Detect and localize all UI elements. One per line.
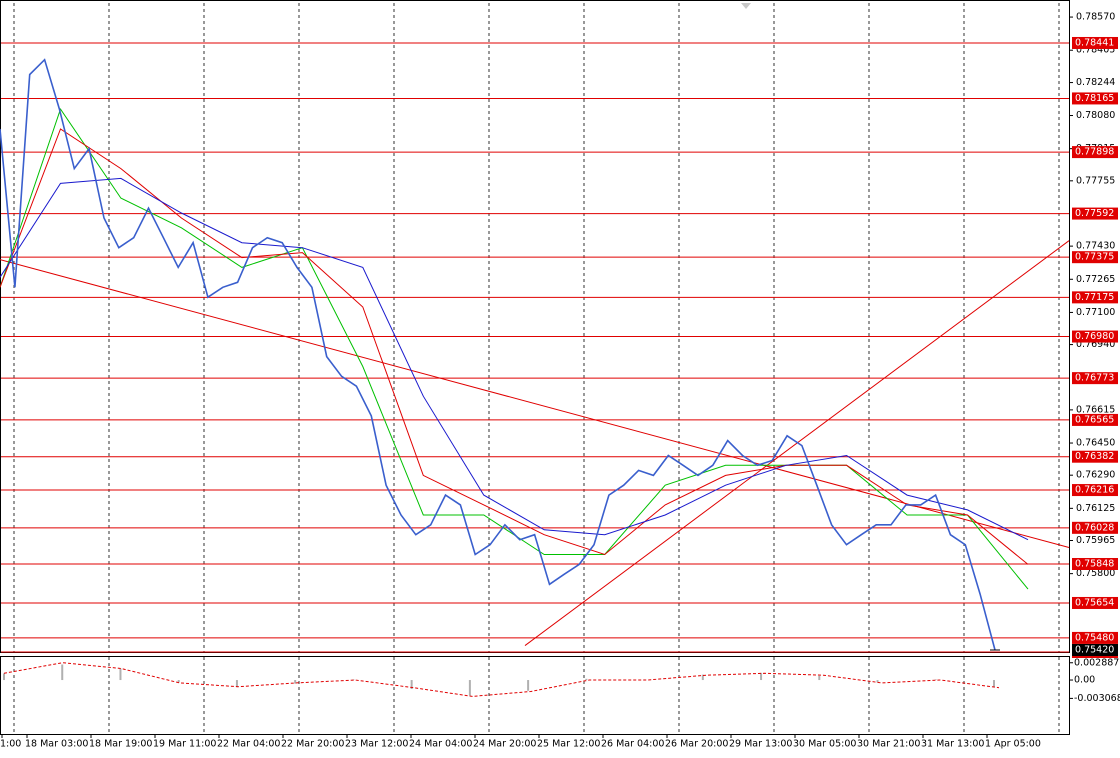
osc-signal-line	[3, 662, 1000, 697]
moving-average	[0, 128, 1029, 565]
y-tick-label: 0.76615	[1076, 404, 1115, 415]
current-price-box	[1072, 643, 1118, 656]
y-tick-label: 0.77430	[1076, 241, 1115, 252]
x-tick-label: 18 Mar 19:00	[89, 739, 152, 750]
y-tick-label: 0.78570	[1076, 12, 1115, 23]
osc-histogram-bar	[993, 680, 995, 687]
oscillator-panel-frame	[0, 656, 1070, 735]
osc-histogram-bar	[527, 680, 530, 691]
x-tick-label: 30 Mar 05:00	[793, 739, 856, 750]
x-tick-label: 18 Mar 03:00	[25, 739, 88, 750]
level-label-box	[1072, 291, 1118, 304]
osc-histogram-bar	[61, 664, 64, 681]
level-label-box	[1072, 450, 1118, 463]
osc-histogram-bar	[818, 675, 821, 681]
level-label: 0.77592	[1075, 208, 1114, 219]
osc-histogram-bar	[876, 680, 879, 683]
osc-histogram-bar	[701, 674, 704, 681]
osc-histogram-bar	[3, 673, 5, 681]
level-label-box	[1072, 631, 1118, 644]
x-tick-label: 26 Mar 20:00	[665, 739, 728, 750]
osc-histogram-bar	[177, 680, 180, 683]
level-label-box	[1072, 484, 1118, 497]
level-label: 0.75480	[1075, 632, 1114, 643]
moving-average	[0, 177, 1029, 541]
level-label: 0.75848	[1075, 558, 1114, 569]
x-tick-label: 24 Mar 20:00	[473, 739, 536, 750]
y-tick-label: 0.75965	[1076, 535, 1115, 546]
current-price-label: 0.75420	[1075, 644, 1114, 655]
y-tick-label: 0.75800	[1076, 568, 1115, 579]
x-tick-label: 22 Mar 20:00	[281, 739, 344, 750]
y-tick-label: 0.78244	[1076, 77, 1115, 88]
level-label: 0.76773	[1075, 373, 1114, 384]
level-label-box	[1072, 413, 1118, 426]
level-label-box	[1072, 330, 1118, 343]
level-label: 0.76980	[1075, 331, 1114, 342]
osc-histogram-bar	[468, 680, 471, 696]
y-tick-label: 0.76940	[1076, 339, 1115, 350]
x-tick-label: 31 Mar 13:00	[921, 739, 984, 750]
level-label-box	[1072, 372, 1118, 385]
x-tick-label: 1:00	[0, 739, 21, 750]
level-label-box	[1072, 146, 1118, 159]
level-label-box	[1072, 596, 1118, 609]
x-tick-label: 24 Mar 04:00	[409, 739, 472, 750]
y-tick-label: 0.76450	[1076, 438, 1115, 449]
osc-histogram-bar	[585, 678, 588, 681]
osc-histogram-bar	[294, 680, 297, 684]
level-label: 0.77375	[1075, 252, 1114, 263]
level-label-box	[1072, 521, 1118, 534]
osc-y-tick-label: 0.002887	[1074, 657, 1119, 668]
level-label-box	[1072, 251, 1118, 264]
level-label: 0.77175	[1075, 292, 1114, 303]
level-label: 0.78165	[1075, 93, 1114, 104]
level-label: 0.77898	[1075, 147, 1114, 158]
y-tick-label: 0.77755	[1076, 175, 1115, 186]
x-tick-label: 19 Mar 11:00	[153, 739, 216, 750]
x-tick-label: 23 Mar 12:00	[345, 739, 408, 750]
osc-y-tick-label: -0.003068	[1074, 693, 1120, 704]
level-label: 0.75654	[1075, 597, 1114, 608]
y-tick-label: 0.78080	[1076, 110, 1115, 121]
osc-histogram-bar	[410, 680, 413, 690]
x-tick-label: 1 Apr 05:00	[985, 739, 1041, 750]
osc-y-tick-label: 0.00	[1074, 675, 1095, 686]
price-line	[0, 58, 996, 651]
level-label-box	[1072, 557, 1118, 570]
osc-histogram-bar	[934, 679, 937, 681]
x-tick-label: 29 Mar 13:00	[729, 739, 792, 750]
osc-histogram-bar	[235, 680, 238, 688]
x-tick-label: 26 Mar 04:00	[601, 739, 664, 750]
level-label-box	[1072, 92, 1118, 105]
osc-histogram-bar	[119, 668, 122, 681]
level-label: 0.76216	[1075, 485, 1114, 496]
shift-marker	[741, 3, 751, 9]
x-tick-label: 25 Mar 12:00	[537, 739, 600, 750]
level-label: 0.78441	[1075, 37, 1114, 48]
level-label: 0.76565	[1075, 414, 1114, 425]
trend-line	[0, 259, 1070, 548]
x-tick-label: 22 Mar 04:00	[217, 739, 280, 750]
y-tick-label: 0.76290	[1076, 470, 1115, 481]
osc-histogram-bar	[760, 672, 763, 681]
level-label-box	[1072, 207, 1118, 220]
x-tick-label: 30 Mar 21:00	[857, 739, 920, 750]
level-label: 0.76382	[1075, 451, 1114, 462]
y-tick-label: 0.77265	[1076, 274, 1115, 285]
level-label-box	[1072, 36, 1118, 49]
level-label: 0.76028	[1075, 522, 1114, 533]
y-tick-label: 0.78405	[1076, 45, 1115, 56]
y-tick-label: 0.77100	[1076, 307, 1115, 318]
y-tick-label: 0.76125	[1076, 503, 1115, 514]
